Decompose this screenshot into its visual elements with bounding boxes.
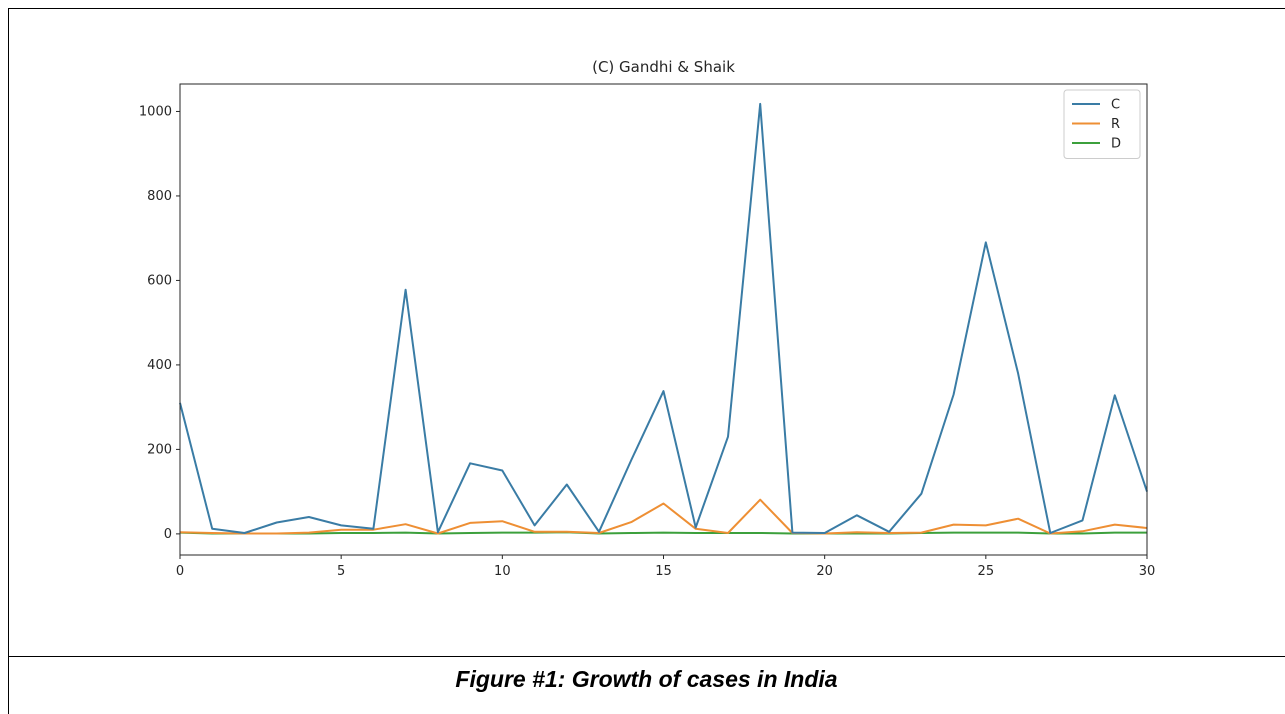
series-line-d	[179, 531, 1147, 535]
x-tick-label: 15	[655, 564, 672, 579]
x-tick-label: 25	[978, 564, 995, 579]
x-tick-label: 0	[176, 564, 184, 579]
legend: CRD	[1063, 89, 1141, 159]
y-tick-label: 0	[164, 527, 172, 542]
series-line-c	[179, 102, 1148, 534]
y-tick-label: 800	[147, 189, 172, 204]
x-tick-label: 5	[337, 564, 345, 579]
series-lines	[179, 102, 1148, 535]
legend-label-d: D	[1111, 137, 1121, 152]
y-tick-label: 200	[147, 442, 172, 457]
figure-frame	[8, 8, 1285, 714]
plot-area-border	[179, 83, 1148, 556]
x-tick-label: 10	[494, 564, 511, 579]
axis-ticks: 0 5 10 15 20 25 30 0 200 400 600 800 1000	[139, 104, 1155, 579]
figure-caption: Figure #1: Growth of cases in India	[455, 666, 838, 692]
series-line-r	[179, 498, 1148, 535]
y-tick-label: 1000	[139, 104, 172, 119]
chart-title: (C) Gandhi & Shaik	[592, 58, 735, 76]
caption-divider	[8, 656, 1285, 657]
legend-label-c: C	[1111, 98, 1120, 113]
legend-label-r: R	[1111, 117, 1120, 132]
x-tick-label: 30	[1139, 564, 1156, 579]
legend-box	[1063, 89, 1141, 159]
x-tick-label: 20	[816, 564, 833, 579]
y-tick-label: 600	[147, 273, 172, 288]
y-tick-label: 400	[147, 358, 172, 373]
